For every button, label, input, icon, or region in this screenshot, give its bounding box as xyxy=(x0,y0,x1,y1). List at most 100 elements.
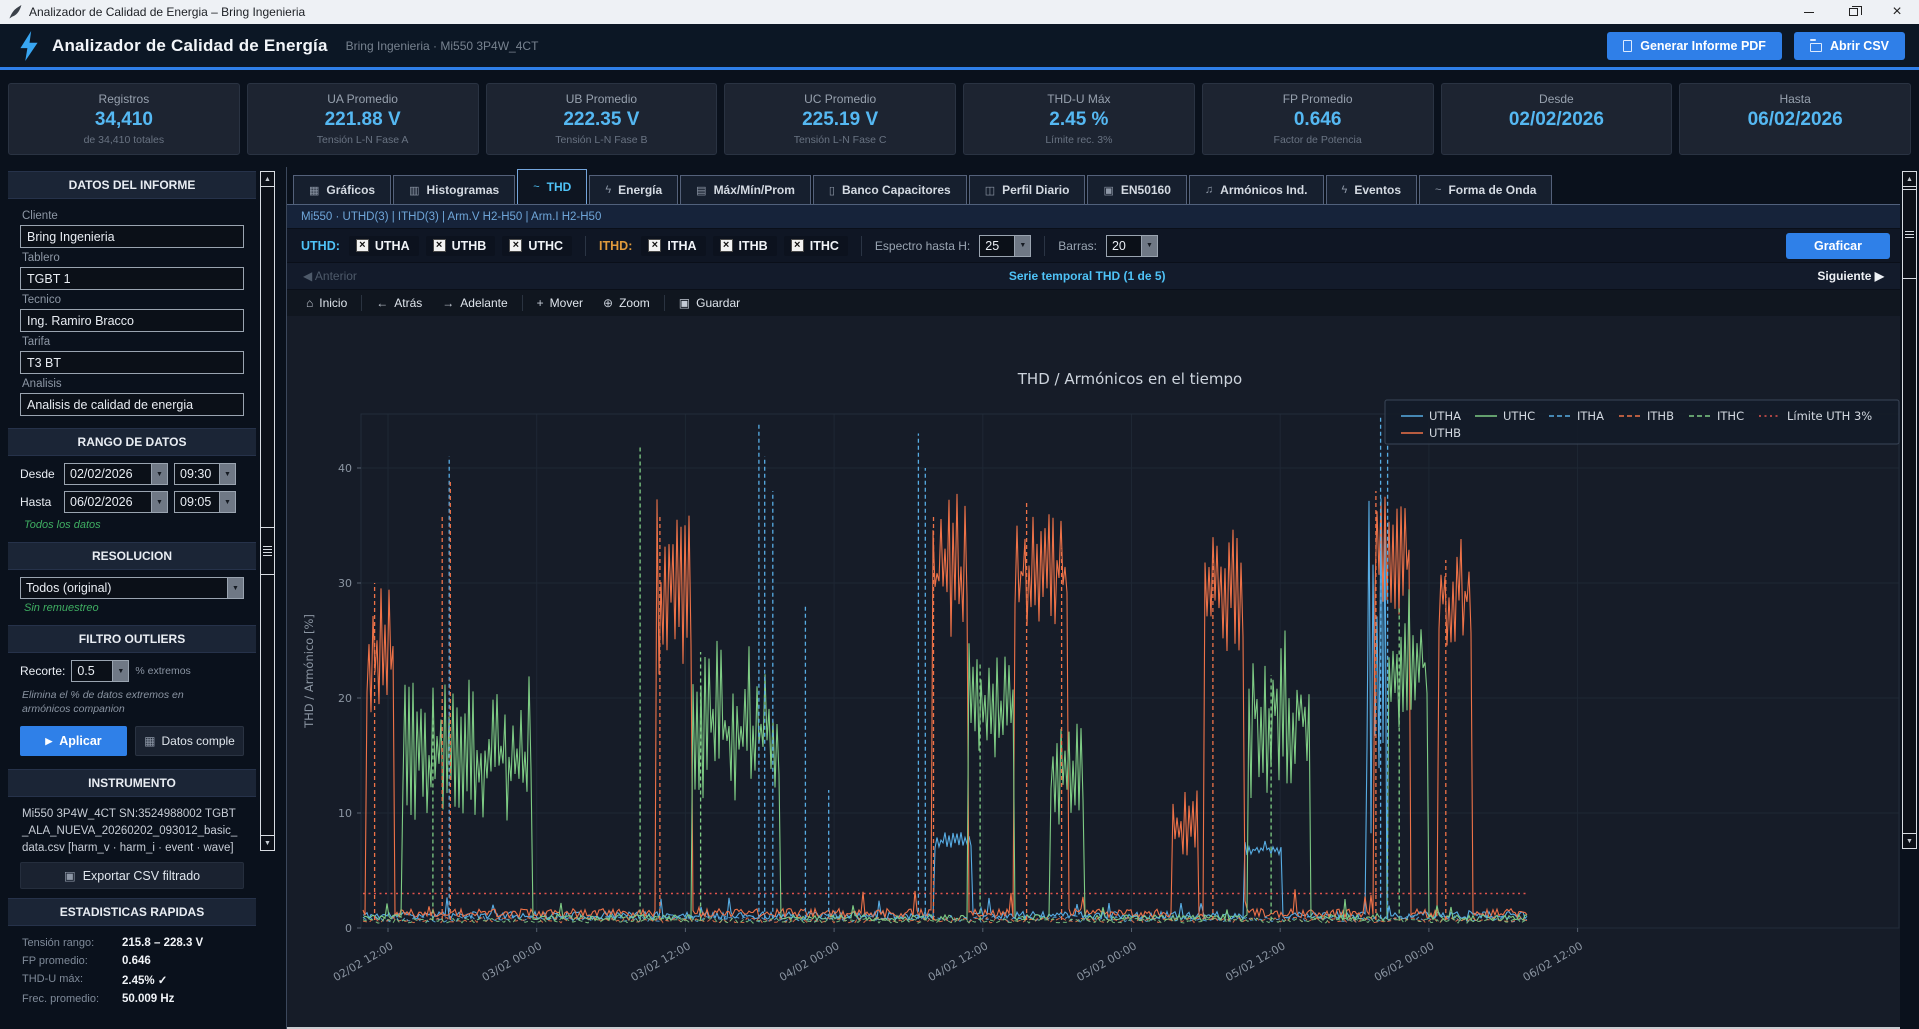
sidebar-scroll-track[interactable] xyxy=(260,187,275,835)
recorte-suffix: % extremos xyxy=(135,665,190,677)
checkbox-itha[interactable]: × ITHA xyxy=(641,236,705,256)
tab-label: Banco Capacitores xyxy=(842,183,951,197)
checkbox-label: ITHB xyxy=(739,239,768,253)
svg-text:05/02 00:00: 05/02 00:00 xyxy=(1075,939,1139,984)
scroll-down-icon[interactable]: ▼ xyxy=(260,835,275,851)
chart-pager: ◀ Anterior Serie temporal THD (1 de 5) S… xyxy=(287,262,1900,289)
app-logo-bolt-icon xyxy=(18,31,40,61)
checkbox-checked-icon: × xyxy=(509,239,522,252)
barras-label: Barras: xyxy=(1058,239,1097,253)
scroll-up-icon[interactable]: ▲ xyxy=(260,171,275,187)
tab-en50160[interactable]: ▣EN50160 xyxy=(1087,175,1186,204)
scroll-down-icon[interactable]: ▼ xyxy=(1902,833,1917,849)
tab-label: Energía xyxy=(618,183,662,197)
arrow-left-icon: ← xyxy=(376,296,388,310)
toolbar-mover-button[interactable]: +Mover xyxy=(528,293,592,313)
to-time-combo[interactable]: 09:05▼ xyxy=(174,491,236,513)
breadcrumb: Mi550 · UTHD(3) | ITHD(3) | Arm.V H2-H50… xyxy=(287,205,1900,228)
tab-label: Gráficos xyxy=(326,183,375,197)
next-chart-button[interactable]: Siguiente ▶ xyxy=(1817,269,1884,283)
main-scrollbar[interactable]: ▲ ▼ xyxy=(1902,171,1917,849)
kpi-sub: Factor de Potencia xyxy=(1274,134,1362,146)
from-time-combo[interactable]: 09:30▼ xyxy=(174,463,236,485)
plot-button[interactable]: Graficar xyxy=(1786,233,1890,259)
checkbox-ithc[interactable]: × ITHC xyxy=(784,236,848,256)
svg-text:02/02 12:00: 02/02 12:00 xyxy=(331,939,395,984)
chevron-down-icon: ▼ xyxy=(1141,236,1157,256)
close-button[interactable]: × xyxy=(1875,0,1919,24)
tab-thd[interactable]: ~THD xyxy=(517,169,587,204)
field-label: Tecnico xyxy=(22,294,244,306)
kpi-card: THD-U Máx 2.45 % Límite rec. 3% xyxy=(963,83,1195,155)
open-csv-button[interactable]: Abrir CSV xyxy=(1794,32,1905,60)
tab-banco-capacitores[interactable]: ▯Banco Capacitores xyxy=(813,175,967,204)
recorte-combo[interactable]: 0.5▼ xyxy=(71,660,129,682)
toolbar-inicio-button[interactable]: ⌂Inicio xyxy=(297,293,356,313)
full-data-button[interactable]: ▦Datos comple xyxy=(135,726,244,756)
tab-energ-a[interactable]: ϟEnergía xyxy=(589,175,678,204)
tab-forma-de-onda[interactable]: ~Forma de Onda xyxy=(1419,175,1552,204)
chart-page-title: Serie temporal THD (1 de 5) xyxy=(357,269,1818,283)
sidebar-scrollbar[interactable]: ▲ ▼ xyxy=(260,171,275,851)
minimize-button[interactable] xyxy=(1787,0,1831,24)
field-input-tarifa[interactable]: T3 BT xyxy=(20,351,244,374)
chart-ylabel: THD / Armónico [%] xyxy=(302,614,316,729)
barras-combo[interactable]: 20▼ xyxy=(1106,235,1158,257)
checkbox-label: UTHA xyxy=(375,239,410,253)
export-csv-button[interactable]: ▣Exportar CSV filtrado xyxy=(20,862,244,889)
espectro-label: Espectro hasta H: xyxy=(875,239,970,253)
move-icon: + xyxy=(537,296,544,310)
tab-gr-ficos[interactable]: ▦Gráficos xyxy=(293,175,391,204)
checkbox-uthc[interactable]: × UTHC xyxy=(502,236,572,256)
chart-grid xyxy=(361,414,1899,928)
toolbar-label: Zoom xyxy=(619,296,650,310)
field-input-analisis[interactable]: Analisis de calidad de energia xyxy=(20,393,244,416)
checkbox-uthb[interactable]: × UTHB xyxy=(426,236,496,256)
chart-title: THD / Armónicos en el tiempo xyxy=(1017,370,1242,388)
kpi-label: Desde xyxy=(1539,92,1574,106)
svg-text:UTHC: UTHC xyxy=(1503,409,1535,423)
tab-histogramas[interactable]: ▥Histogramas xyxy=(393,175,515,204)
tab-arm-nicos-ind-[interactable]: ♫Armónicos Ind. xyxy=(1189,175,1324,204)
toolbar-guardar-button[interactable]: ▣Guardar xyxy=(670,293,749,313)
tab-eventos[interactable]: ϟEventos xyxy=(1326,175,1418,204)
chevron-down-icon: ▼ xyxy=(151,464,167,484)
field-label: Analisis xyxy=(22,378,244,390)
tab-m-x-m-n-prom[interactable]: ▤Máx/Mín/Prom xyxy=(680,175,811,204)
generate-pdf-button[interactable]: Generar Informe PDF xyxy=(1607,32,1782,60)
main-scroll-track[interactable] xyxy=(1902,187,1917,833)
field-input-tablero[interactable]: TGBT 1 xyxy=(20,267,244,290)
checkbox-utha[interactable]: × UTHA xyxy=(349,236,419,256)
kpi-label: Hasta xyxy=(1779,92,1810,106)
toolbar-zoom-button[interactable]: ⊕Zoom xyxy=(594,293,659,313)
bolt-icon: ϟ xyxy=(1342,184,1348,196)
section-header-stats: ESTADISTICAS RAPIDAS xyxy=(8,898,256,926)
scroll-up-icon[interactable]: ▲ xyxy=(1902,171,1917,187)
previous-chart-button[interactable]: ◀ Anterior xyxy=(303,269,357,283)
espectro-combo[interactable]: 25▼ xyxy=(979,235,1031,257)
apply-button[interactable]: ▶Aplicar xyxy=(20,726,127,756)
series-UTHB xyxy=(363,494,1527,918)
toolbar-label: Atrás xyxy=(394,296,422,310)
main-scroll-thumb[interactable] xyxy=(1902,189,1917,279)
field-input-cliente[interactable]: Bring Ingenieria xyxy=(20,225,244,248)
toolbar-atrás-button[interactable]: ← Atrás xyxy=(367,293,431,313)
report-data-fields: Cliente Bring Ingenieria Tablero TGBT 1 … xyxy=(8,199,256,428)
chart-canvas[interactable]: 01020304002/02 12:0003/02 00:0003/02 12:… xyxy=(287,316,1900,1029)
grid-icon: ▦ xyxy=(144,734,155,748)
sidebar-scroll-thumb[interactable] xyxy=(260,527,275,575)
from-date-combo[interactable]: 02/02/2026▼ xyxy=(64,463,168,485)
to-date-combo[interactable]: 06/02/2026▼ xyxy=(64,491,168,513)
resolution-combo[interactable]: Todos (original)▼ xyxy=(20,577,244,599)
from-label: Desde xyxy=(20,467,58,481)
checkbox-ithb[interactable]: × ITHB xyxy=(713,236,777,256)
stat-label: FP promedio: xyxy=(22,955,122,967)
svg-text:30: 30 xyxy=(338,577,352,590)
tab-bar: ▦Gráficos ▥Histogramas ~THD ϟEnergía ▤Má… xyxy=(287,167,1900,205)
kpi-sub: de 34,410 totales xyxy=(84,134,165,146)
maximize-button[interactable] xyxy=(1831,0,1875,24)
field-input-tecnico[interactable]: Ing. Ramiro Bracco xyxy=(20,309,244,332)
tab-perfil-diario[interactable]: ◫Perfil Diario xyxy=(969,175,1086,204)
toolbar-adelante-button[interactable]: →Adelante xyxy=(433,293,516,313)
app-subtitle: Bring Ingenieria · Mi550 3P4W_4CT xyxy=(346,39,539,53)
